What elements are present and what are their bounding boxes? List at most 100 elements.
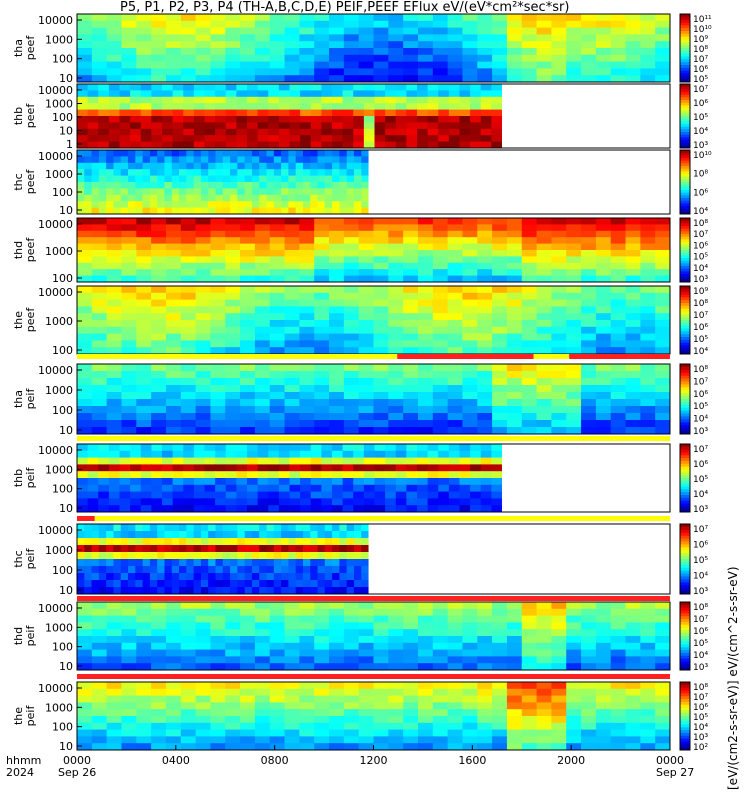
spectrogram-cell (193, 122, 205, 130)
spectrogram-cell (346, 587, 355, 595)
spectrogram-cell (77, 478, 89, 486)
spectrogram-cell (610, 250, 627, 257)
spectrogram-cell (388, 230, 404, 238)
spectrogram-cell (179, 587, 187, 595)
spectrogram-cell (106, 262, 122, 270)
spectrogram-cell (403, 224, 419, 232)
spectrogram-cell (610, 420, 627, 428)
spectrogram-cell (128, 524, 136, 532)
spectrogram-cell (278, 84, 290, 91)
spectrogram-cell (625, 250, 641, 257)
spectrogram-cell (240, 709, 256, 717)
spectrogram-cell (388, 371, 404, 379)
colorbar-tick-label: 10⁶ (693, 541, 708, 551)
spectrogram-cell (388, 636, 404, 644)
spectrogram-cell (417, 20, 434, 29)
spectrogram-cell (314, 320, 330, 328)
spectrogram-cell (329, 313, 345, 321)
spectrogram-cell (164, 559, 173, 567)
spectrogram-cell (432, 68, 449, 76)
spectrogram-cell (492, 399, 508, 407)
spectrogram-cell (314, 378, 330, 386)
spectrogram-cell (225, 299, 241, 307)
colorbar-frame (679, 363, 691, 435)
spectrogram-cell (165, 262, 182, 270)
colorbar-tick-label: 10⁵ (693, 475, 708, 485)
spectrogram-cell (581, 286, 597, 294)
spectrogram-cell (459, 84, 471, 91)
spectrogram-cell (91, 269, 108, 277)
colorbar-tick-label: 10⁶ (693, 323, 708, 333)
spectrogram-cell (225, 75, 241, 83)
spectrogram-cell (640, 392, 656, 400)
spectrogram-cell (210, 286, 226, 294)
spectrogram-cell (388, 41, 404, 49)
spectrogram-cell (299, 306, 315, 314)
colorbar-swatch (680, 345, 690, 349)
spectrogram-cell (595, 326, 612, 335)
spectrogram-cell (204, 478, 216, 486)
spectrogram-cell (492, 656, 508, 664)
spectrogram-cell (230, 156, 238, 164)
spectrogram-cell (492, 392, 508, 400)
spectrogram-cell (289, 96, 301, 104)
spectrogram-cell (130, 478, 142, 486)
spectrogram-cell (165, 602, 182, 610)
spectrogram-cell (438, 444, 450, 452)
colorbar-tick-label: 10⁵ (693, 639, 708, 649)
spectrogram-cell (180, 649, 197, 657)
spectrogram-cell (536, 385, 552, 393)
spectrogram-cell (506, 615, 523, 623)
spectrogram-cell (480, 471, 492, 479)
spectrogram-cell (374, 484, 386, 493)
spectrogram-cell (470, 128, 482, 136)
spectrogram-cell (266, 552, 275, 560)
colorbar-swatch (680, 682, 690, 686)
spectrogram-cell (91, 347, 108, 355)
spectrogram-cell (165, 743, 182, 751)
spectrogram-cell (119, 464, 131, 472)
spectrogram-cell (492, 688, 508, 697)
spectrogram-cell (91, 286, 108, 294)
spectrogram-cell (180, 716, 197, 724)
spectrogram-cell (581, 636, 597, 644)
spectrogram-cell (236, 103, 248, 111)
spectrogram-cell (210, 269, 226, 277)
spectrogram-cell (210, 218, 226, 225)
spectrogram-cell (416, 128, 429, 136)
spectrogram-cell (91, 364, 108, 372)
spectrogram-cell (566, 656, 582, 664)
spectrogram-cell (373, 313, 389, 321)
spectrogram-cell (566, 615, 582, 623)
spectrogram-cell (210, 722, 226, 731)
spectrogram-cell (314, 385, 330, 393)
spectrogram-cell (204, 491, 216, 499)
spectrogram-cell (625, 20, 641, 29)
spectrogram-cell (536, 224, 552, 232)
spectrogram-cell (299, 695, 315, 703)
spectrogram-cell (269, 688, 286, 697)
spectrogram-cell (91, 68, 108, 76)
spectrogram-cell (215, 194, 224, 202)
spectrogram-cell (625, 256, 641, 264)
spectrogram-cell (183, 491, 195, 499)
spectrogram-cell (225, 313, 241, 321)
spectrogram-cell (284, 716, 300, 724)
spectrogram-cell (506, 313, 523, 321)
spectrogram-cell (417, 340, 434, 348)
spectrogram-cell (215, 116, 227, 123)
spectrogram-cell (610, 14, 627, 22)
spectrogram-cell (388, 736, 404, 744)
spectrogram-cell (77, 243, 93, 251)
spectrogram-cell (417, 313, 434, 321)
spectrogram-cell (406, 498, 418, 506)
spectrogram-cell (438, 498, 450, 506)
spectrogram-cell (385, 505, 397, 513)
spectrogram-cell (165, 399, 182, 407)
spectrogram-cell (77, 602, 93, 610)
spectrogram-cell (403, 688, 419, 697)
spectrogram-cell (432, 230, 449, 238)
spectrogram-cell (310, 182, 319, 189)
spectrogram-cell (106, 622, 122, 630)
